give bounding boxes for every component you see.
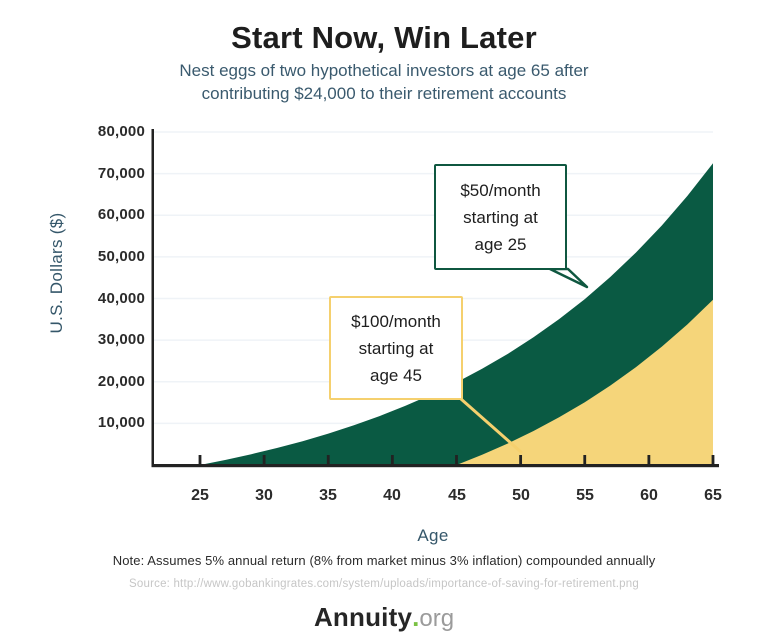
x-tick-label-35: 35 [319, 487, 337, 504]
page-title: Start Now, Win Later [231, 20, 537, 55]
y-tick-label-20000: 20,000 [97, 373, 145, 390]
x-tick-label-40: 40 [383, 487, 401, 504]
y-tick-label-40000: 40,000 [97, 290, 145, 307]
callout-50-line-3: age 25 [474, 234, 527, 254]
callout-100-per-month: $100/month starting at age 45 [329, 296, 463, 400]
x-tick-label-55: 55 [576, 487, 594, 504]
logo-dot: . [412, 602, 420, 632]
y-tick-label-70000: 70,000 [97, 165, 145, 182]
subtitle: Nest eggs of two hypothetical investors … [0, 59, 768, 105]
logo-name: Annuity [313, 602, 413, 632]
callout-50-per-month: $50/month starting at age 25 [434, 164, 567, 270]
source-text: Source: http://www.gobankingrates.com/sy… [129, 578, 639, 590]
y-tick-label-50000: 50,000 [97, 248, 145, 265]
y-tick-label-10000: 10,000 [97, 414, 145, 431]
y-axis-title: U.S. Dollars ($) [47, 212, 66, 334]
x-tick-label-60: 60 [640, 487, 658, 504]
x-tick-label-65: 65 [704, 487, 722, 504]
y-tick-label-80000: 80,000 [97, 123, 145, 140]
subtitle-line-2: contributing $24,000 to their retirement… [201, 84, 567, 103]
x-tick-label-45: 45 [448, 487, 466, 504]
note-text: Note: Assumes 5% annual return (8% from … [112, 553, 656, 568]
callout-100-line-2: starting at [358, 338, 434, 358]
x-axis-title: Age [417, 526, 449, 545]
y-tick-label-60000: 60,000 [97, 206, 145, 223]
annuity-org-logo: Annuity.org [0, 602, 768, 633]
logo-tld: org [419, 605, 455, 632]
subtitle-line-1: Nest eggs of two hypothetical investors … [179, 61, 589, 80]
x-tick-label-50: 50 [512, 487, 530, 504]
x-tick-label-30: 30 [255, 487, 273, 504]
callout-50-line-2: starting at [463, 207, 538, 227]
callout-50-line-1: $50/month [460, 180, 541, 200]
y-tick-label-30000: 30,000 [97, 331, 145, 348]
callout-100-line-1: $100/month [351, 311, 441, 331]
x-tick-label-25: 25 [191, 487, 209, 504]
callout-100-line-3: age 45 [370, 365, 422, 385]
